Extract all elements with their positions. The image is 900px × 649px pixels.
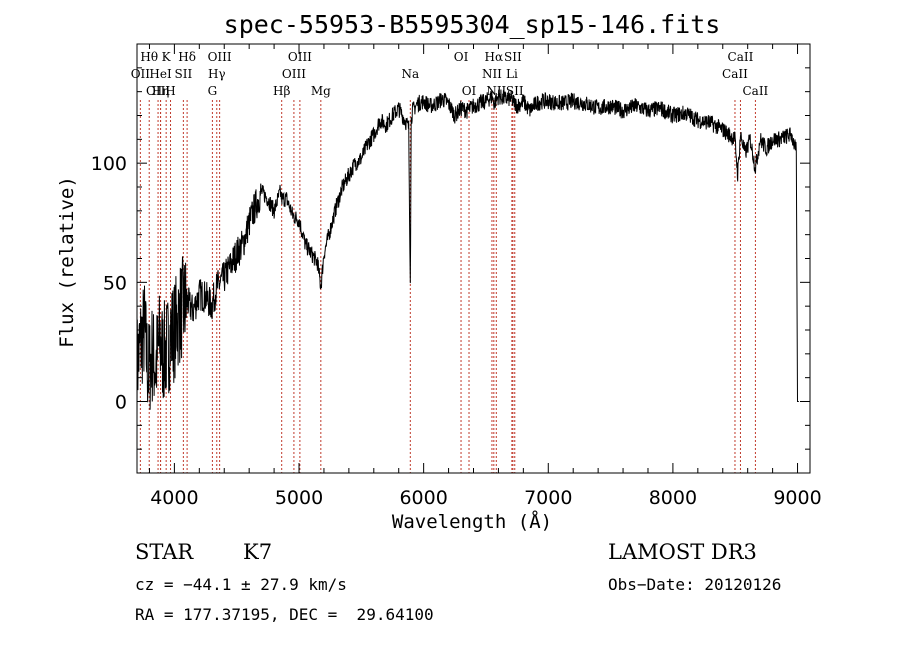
line-label-sii: SII <box>504 50 522 64</box>
redshift-velocity: cz = −44.1 ± 27.9 km/s <box>135 575 347 594</box>
chart-title: spec-55953-B5595304_sp15-146.fits <box>224 10 721 39</box>
line-label-hei: HeI <box>149 67 172 81</box>
line-label-li: Li <box>506 67 518 81</box>
line-label-caii: CaII <box>742 84 768 98</box>
line-label-oiii: OIII <box>288 50 312 64</box>
x-axis-label: Wavelength (Å) <box>392 510 552 533</box>
x-tick-label: 9000 <box>773 487 821 509</box>
line-label-oii: OII <box>131 67 151 81</box>
line-label-hη: Hη <box>152 84 170 98</box>
line-label-caii: CaII <box>722 67 748 81</box>
observation-date: Obs−Date: 20120126 <box>608 575 782 594</box>
x-tick-label: 5000 <box>275 487 323 509</box>
line-label-oi: OI <box>462 84 477 98</box>
line-label-oiii: OIII <box>282 67 306 81</box>
y-tick-label: 0 <box>115 392 127 414</box>
line-label-g: G <box>208 84 218 98</box>
plot-area: 4000 5000 6000 7000 8000 9000 0 50 100 <box>91 43 822 509</box>
line-label-oiii: OIII <box>146 84 170 98</box>
line-label-hα: Hα <box>485 50 504 64</box>
x-tick-label: 7000 <box>524 487 572 509</box>
object-subclass: K7 <box>243 540 273 564</box>
line-label-mg: Mg <box>311 84 331 98</box>
line-label-hγ: Hγ <box>208 67 226 81</box>
line-label-oiii: OIII <box>208 50 232 64</box>
y-tick-label: 50 <box>103 272 127 294</box>
x-tick-label: 8000 <box>649 487 697 509</box>
spectrum-line <box>136 89 799 419</box>
object-class: STAR <box>135 540 194 564</box>
x-tick-label: 4000 <box>150 487 198 509</box>
line-label-h: H <box>165 84 175 98</box>
x-tick-label: 6000 <box>399 487 447 509</box>
line-label-sii: SII <box>175 67 193 81</box>
line-label-hδ: Hδ <box>178 50 196 64</box>
line-label-nii: NII <box>482 67 502 81</box>
line-label-hβ: Hβ <box>273 84 290 98</box>
line-label-caii: CaII <box>728 50 754 64</box>
y-tick-label: 100 <box>91 153 127 175</box>
line-label-hθ: Hθ <box>140 50 158 64</box>
coordinates: RA = 177.37195, DEC = 29.64100 <box>135 605 434 624</box>
line-label-k: K <box>162 50 172 64</box>
survey-name: LAMOST DR3 <box>608 540 757 564</box>
y-axis-label: Flux (relative) <box>56 176 78 348</box>
line-label-oi: OI <box>454 50 469 64</box>
line-label-na: Na <box>401 67 419 81</box>
